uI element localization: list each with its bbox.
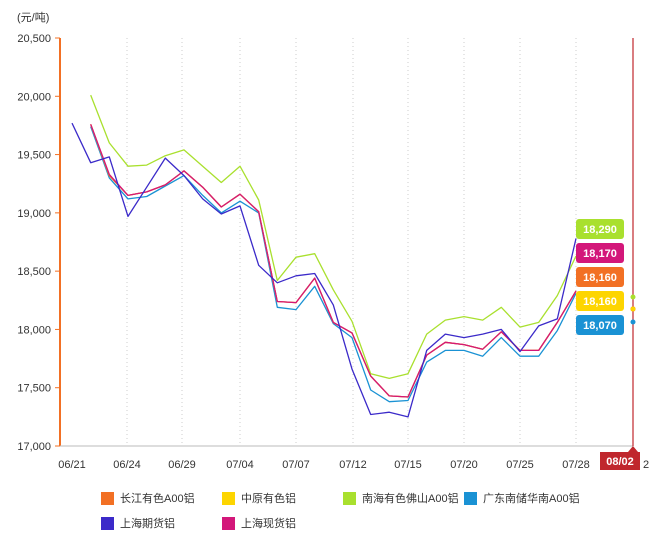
- series-line: [90, 124, 577, 398]
- y-tick-label: 20,000: [17, 91, 51, 103]
- x-tick-label: 06/21: [58, 459, 86, 471]
- cursor-point: [630, 319, 636, 325]
- x-axis: 06/21 06/24 06/29 07/04 07/07 07/12 07/15 07/20…: [58, 445, 649, 471]
- legend-label: 上海现货铝: [241, 518, 296, 530]
- series-line: [90, 94, 577, 380]
- legend-item[interactable]: 上海期货铝: [101, 515, 175, 531]
- y-unit-label: (元/吨): [17, 11, 49, 24]
- end-value-label: 18,160: [583, 272, 617, 284]
- series-line: [90, 124, 577, 398]
- legend-swatch: [343, 491, 356, 505]
- legend-item[interactable]: 广东南储华南A00铝: [464, 490, 580, 506]
- date-cursor[interactable]: 08/02: [600, 38, 640, 470]
- legend-label: 广东南储华南A00铝: [483, 493, 580, 505]
- end-value-label: 18,070: [583, 320, 617, 332]
- series-lines: [71, 94, 577, 418]
- legend-swatch: [222, 491, 235, 505]
- x-tick-label: 07/25: [506, 459, 534, 471]
- y-tick-label: 20,500: [17, 33, 51, 45]
- y-tick-label: 19,000: [17, 208, 51, 220]
- y-tick-label: 18,500: [17, 266, 51, 278]
- end-value-label: 18,160: [583, 296, 617, 308]
- cursor-date-pointer: [628, 446, 638, 452]
- y-tick-label: 18,000: [17, 324, 51, 336]
- series-line: [90, 124, 577, 398]
- x-tick-label: 07/28: [562, 459, 590, 471]
- legend-item[interactable]: 南海有色佛山A00铝: [343, 490, 459, 506]
- end-value-badge: [576, 267, 624, 287]
- y-axis: 20,500 20,000 19,500 19,000 18,500 18,000 17,5…: [17, 33, 61, 453]
- x-tick-label: 06/29: [168, 459, 196, 471]
- legend-label: 上海期货铝: [120, 518, 175, 530]
- legend-label: 中原有色铝: [241, 493, 296, 505]
- cursor-date-box: [600, 452, 640, 470]
- x-tick-label: 06/24: [113, 459, 141, 471]
- legend-item[interactable]: 长江有色A00铝: [101, 490, 195, 506]
- cursor-point: [630, 294, 636, 300]
- x-tick-label: 07/04: [226, 459, 254, 471]
- y-tick-label: 17,500: [17, 383, 51, 395]
- series-line: [90, 126, 577, 403]
- end-value-badge: [576, 219, 624, 239]
- end-value-label: 18,170: [583, 248, 617, 260]
- cursor-point: [630, 306, 636, 312]
- x-tick-label: 07/07: [282, 459, 310, 471]
- end-value-badge: [576, 315, 624, 335]
- end-value-badge: [576, 243, 624, 263]
- grid: [126, 38, 577, 446]
- series-line: [71, 122, 577, 418]
- legend-swatch: [101, 491, 114, 505]
- legend-item[interactable]: 中原有色铝: [222, 490, 296, 506]
- legend-swatch: [464, 491, 477, 505]
- x-tick-label: 07/15: [394, 459, 422, 471]
- legend-swatch: [222, 516, 235, 530]
- y-tick-label: 19,500: [17, 150, 51, 162]
- end-value-labels: 18,290 18,170 18,160 18,160 18,070: [576, 219, 636, 335]
- legend-swatch: [101, 516, 114, 530]
- end-value-badge: [576, 291, 624, 311]
- x-tick-label: 2: [643, 459, 649, 471]
- cursor-date-label: 08/02: [606, 456, 634, 468]
- x-tick-label: 07/12: [339, 459, 367, 471]
- legend-label: 南海有色佛山A00铝: [362, 493, 459, 505]
- end-value-label: 18,290: [583, 224, 617, 236]
- x-tick-label: 07/20: [450, 459, 478, 471]
- legend-label: 长江有色A00铝: [120, 493, 195, 505]
- legend: 长江有色A00铝 中原有色铝 南海有色佛山A00铝 广东南储华南A00铝 上海期…: [0, 484, 660, 540]
- legend-item[interactable]: 上海现货铝: [222, 515, 296, 531]
- y-tick-label: 17,000: [17, 441, 51, 453]
